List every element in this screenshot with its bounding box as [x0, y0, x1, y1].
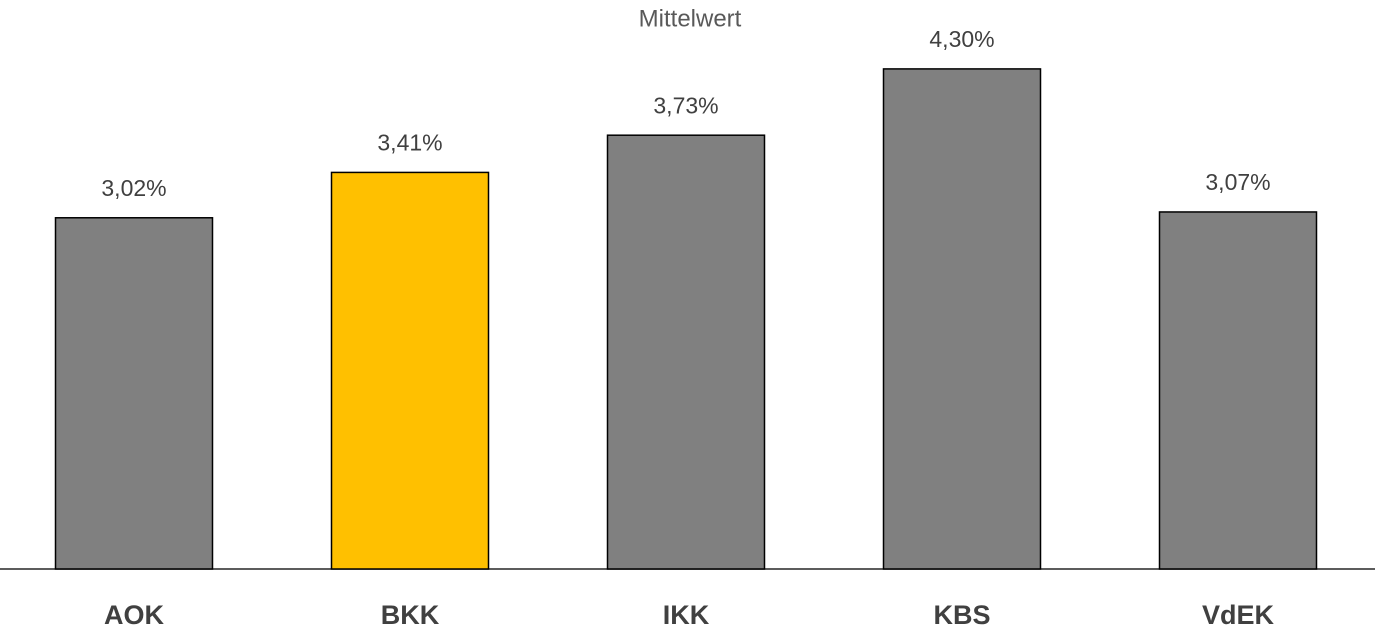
bar: [882, 68, 1042, 570]
x-tick-label: KBS: [933, 600, 990, 630]
bar: [330, 171, 490, 570]
chart-title: Mittelwert: [639, 5, 742, 32]
bar: [54, 217, 214, 570]
bar: [1158, 211, 1318, 570]
data-label: 3,02%: [101, 175, 166, 201]
data-label: 4,30%: [929, 26, 994, 52]
bar: [606, 134, 766, 570]
x-tick-label: VdEK: [1202, 600, 1275, 630]
x-tick-label: AOK: [104, 600, 165, 630]
data-label: 3,07%: [1205, 169, 1270, 195]
data-label: 3,73%: [653, 92, 718, 118]
x-tick-label: BKK: [381, 600, 440, 630]
data-label: 3,41%: [377, 129, 442, 155]
x-tick-label: IKK: [663, 600, 710, 630]
